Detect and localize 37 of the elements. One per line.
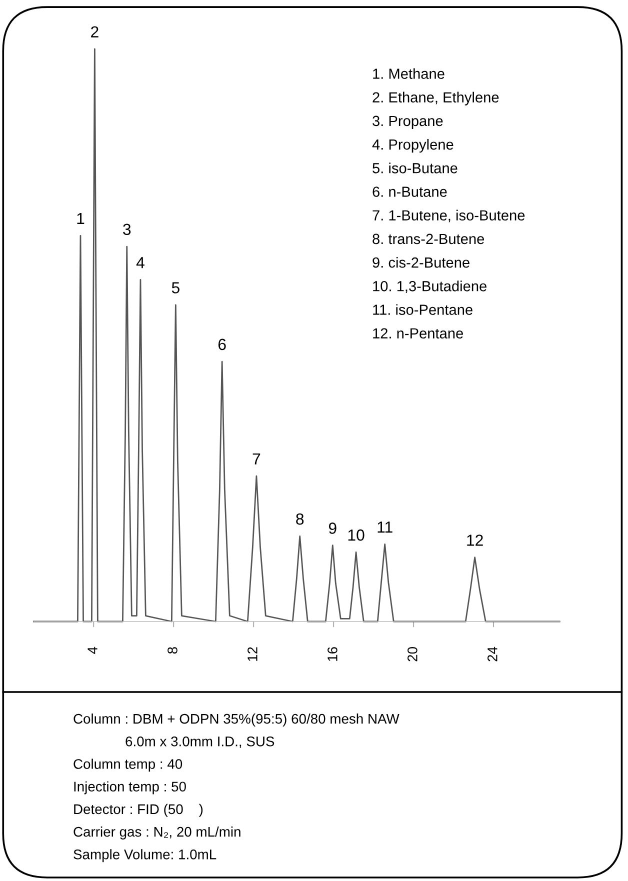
annotation: 9	[328, 522, 336, 534]
text: Detector : FID (50 )	[74, 804, 203, 817]
text: Sample Volume: 1.0mL	[74, 849, 216, 862]
annotation: 7	[252, 453, 260, 464]
text: Carrier gas : N₂, 20 mL/min	[74, 826, 240, 840]
x-tick-label: 4	[88, 646, 98, 654]
x-tick-label: 16	[328, 647, 338, 661]
x-tick-label: 12	[248, 647, 258, 661]
annotation: 1	[77, 213, 84, 224]
annotation: 4. Propylene	[372, 139, 454, 153]
annotation: 1. Methane	[373, 68, 444, 79]
x-tick-label: 24	[488, 646, 498, 662]
x-tick-label: 8	[168, 647, 178, 654]
annotation: 6. n-Butane	[372, 186, 447, 197]
annotation: 6	[218, 338, 226, 350]
annotation: 8. trans-2-Butene	[372, 234, 484, 244]
annotation: 4	[136, 257, 144, 268]
annotation: 12. n-Pentane	[373, 328, 463, 339]
annotation: 3. Propane	[372, 116, 443, 129]
annotation: 5	[172, 282, 180, 294]
annotation: 2. Ethane, Ethylene	[372, 92, 499, 106]
annotation: 9. cis-2-Butene	[372, 257, 470, 268]
text: Column temp : 40	[74, 758, 182, 772]
annotation: 10. 1,3-Butadiene	[373, 280, 486, 294]
text: 6.0m x 3.0mm I.D., SUS	[126, 736, 274, 748]
annotation: 7. 1-Butene, iso-Butene	[372, 210, 525, 222]
annotation: 3	[123, 224, 131, 236]
text: Injection temp : 50	[74, 781, 186, 794]
annotation: 12	[467, 534, 483, 546]
annotation: 8	[296, 513, 304, 525]
text: Column : DBM + ODPN 35%(95:5) 60/80 mesh NAW	[74, 714, 400, 726]
annotation: 2	[91, 26, 98, 38]
annotation: 11. iso-Pentane	[373, 304, 472, 315]
x-tick-label: 20	[408, 647, 418, 662]
annotation: 11	[378, 522, 392, 533]
annotation: 10	[348, 529, 364, 541]
annotation: 5. iso-Butane	[372, 162, 458, 174]
